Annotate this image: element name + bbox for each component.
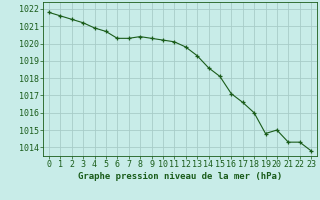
X-axis label: Graphe pression niveau de la mer (hPa): Graphe pression niveau de la mer (hPa)	[78, 172, 282, 181]
